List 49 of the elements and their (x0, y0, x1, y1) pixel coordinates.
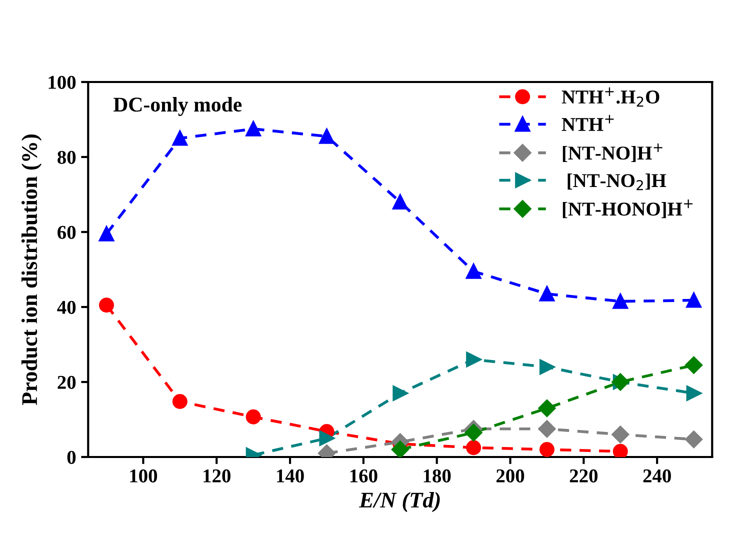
y-tick-label: 100 (48, 76, 76, 89)
point (612, 294, 628, 309)
legend-label: [NT-HONO]H$^{+}$ (562, 200, 693, 218)
point (539, 286, 554, 302)
point (99, 298, 114, 313)
x-tick-label: 120 (204, 469, 230, 482)
y-tick-label: 20 (58, 376, 76, 389)
point (686, 386, 702, 401)
point (685, 430, 702, 448)
point (246, 121, 261, 136)
point (392, 386, 408, 401)
point (172, 394, 188, 409)
y-axis-title: Product ion distribution (%) (21, 134, 42, 406)
legend-label: [NT-NO$_{2}$]H (568, 173, 666, 190)
legend-label: NTH$^{+}$.H$_{2}$O (562, 87, 660, 107)
x-tick-label: 160 (350, 469, 378, 482)
point (466, 352, 482, 367)
y-tick-label: 40 (57, 300, 76, 314)
y-tick-label: 80 (58, 150, 76, 164)
point (538, 420, 556, 438)
x-tick-label: 180 (424, 469, 451, 482)
x-tick-label: 240 (643, 469, 671, 482)
point (539, 360, 554, 374)
point (686, 292, 702, 308)
point (319, 128, 334, 144)
point (685, 356, 702, 374)
y-tick-label: 60 (58, 226, 76, 239)
point (466, 264, 482, 279)
point (172, 130, 188, 146)
x-tick-label: 100 (130, 469, 158, 482)
x-axis-title: E/N (Td) (358, 492, 440, 512)
point (612, 444, 628, 457)
point (612, 426, 629, 444)
legend-label: NTH$^{+}$ (562, 114, 614, 131)
legend-label: [NT-NO]H$^{+}$ (562, 143, 662, 162)
point (466, 440, 482, 456)
point (99, 226, 114, 242)
x-tick-label: 220 (570, 469, 598, 482)
y-tick-label: 0 (67, 450, 76, 464)
point (392, 440, 409, 457)
point (538, 400, 556, 417)
x-tick-label: 200 (496, 469, 524, 482)
point (392, 194, 408, 210)
x-tick-label: 140 (277, 469, 304, 482)
point (319, 430, 334, 446)
point (464, 424, 482, 442)
point (539, 442, 554, 457)
point (246, 409, 261, 424)
annotation: DC-only mode (113, 97, 242, 116)
